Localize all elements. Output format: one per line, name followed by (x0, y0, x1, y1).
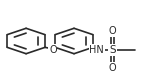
Text: HN: HN (89, 45, 104, 55)
Text: O: O (109, 26, 117, 36)
Text: S: S (110, 45, 116, 55)
Text: O: O (49, 45, 57, 55)
Text: O: O (109, 63, 117, 73)
